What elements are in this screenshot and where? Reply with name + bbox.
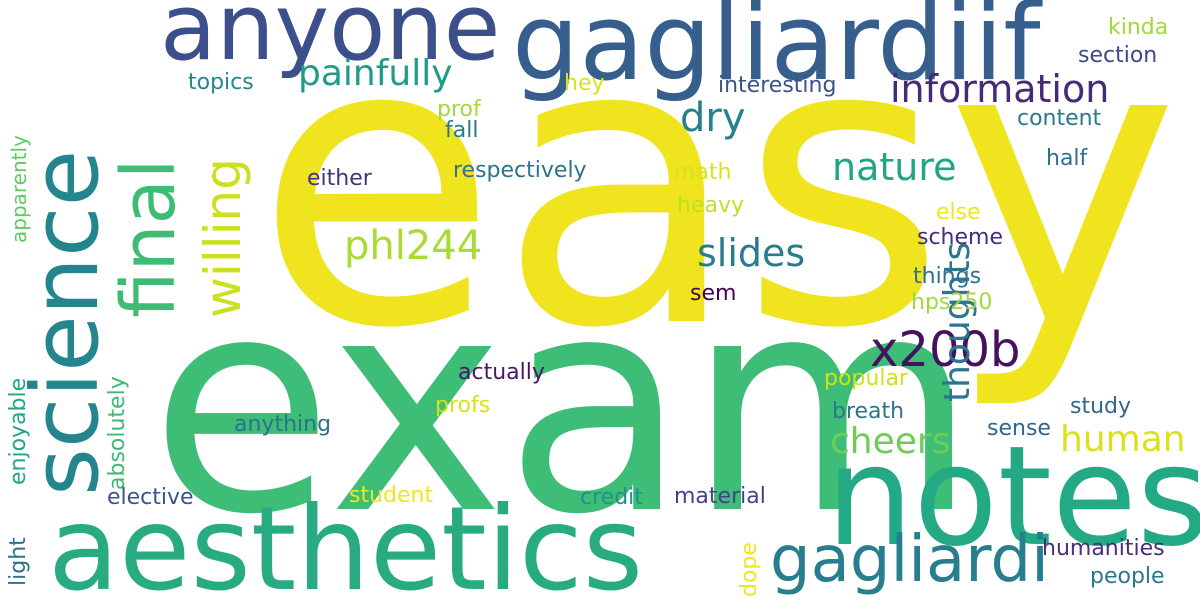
word-apparently: apparently <box>7 135 31 243</box>
word-sem: sem <box>690 281 737 306</box>
word-material: material <box>674 484 766 509</box>
word-either: either <box>307 166 372 191</box>
word-respectively: respectively <box>453 158 587 183</box>
word-credit: credit <box>580 485 643 510</box>
word-final: final <box>106 158 192 318</box>
word-math: math <box>674 160 732 185</box>
word-kinda: kinda <box>1108 15 1169 40</box>
word-prof: prof <box>437 97 481 122</box>
word-science: science <box>12 149 119 496</box>
word-heavy: heavy <box>677 193 744 218</box>
word-cheers: cheers <box>830 421 951 462</box>
word-hey: hey <box>564 71 605 96</box>
word-anything: anything <box>234 412 332 437</box>
word-scheme: scheme <box>917 225 1004 250</box>
word-gagliardi: gagliardi <box>770 523 1049 597</box>
word-elective: elective <box>107 485 194 510</box>
word-painfully: painfully <box>298 53 453 94</box>
word-aesthetics: aesthetics <box>48 482 644 600</box>
word-popular: popular <box>824 366 908 391</box>
word-absolutely: absolutely <box>105 376 130 490</box>
word-gagliardiif: gagliardiif <box>512 0 1041 104</box>
word-easy: easy <box>255 0 1180 415</box>
word-human: human <box>1060 419 1186 460</box>
word-enjoyable: enjoyable <box>6 377 31 485</box>
word-willing: willing <box>194 158 252 318</box>
word-student: student <box>349 483 434 508</box>
word-information: information <box>890 67 1110 111</box>
word-hps250: hps250 <box>911 290 993 315</box>
word-humanities: humanities <box>1042 536 1165 561</box>
word-nature: nature <box>832 145 957 189</box>
word-section: section <box>1078 43 1158 68</box>
word-slides: slides <box>697 231 806 275</box>
word-fall: fall <box>445 118 479 143</box>
word-actually: actually <box>458 360 545 385</box>
word-breath: breath <box>832 399 905 424</box>
word-else: else <box>936 200 981 225</box>
word-notes: notes <box>826 416 1200 577</box>
word-light: light <box>6 537 31 586</box>
word-study: study <box>1070 394 1132 419</box>
word-half: half <box>1046 146 1088 171</box>
word-interesting: interesting <box>718 73 837 98</box>
word-profs: profs <box>435 393 491 418</box>
word-content: content <box>1017 106 1102 131</box>
word-dope: dope <box>737 542 762 597</box>
word-sense: sense <box>987 416 1051 441</box>
word-x200b: x200b <box>870 322 1021 378</box>
word-people: people <box>1090 564 1165 589</box>
word-topics: topics <box>188 70 254 95</box>
word-exam: exam <box>150 233 978 580</box>
word-dry: dry <box>680 95 746 141</box>
word-things: things <box>913 264 982 289</box>
word-anyone: anyone <box>160 0 501 81</box>
word-phl244: phl244 <box>344 223 483 269</box>
